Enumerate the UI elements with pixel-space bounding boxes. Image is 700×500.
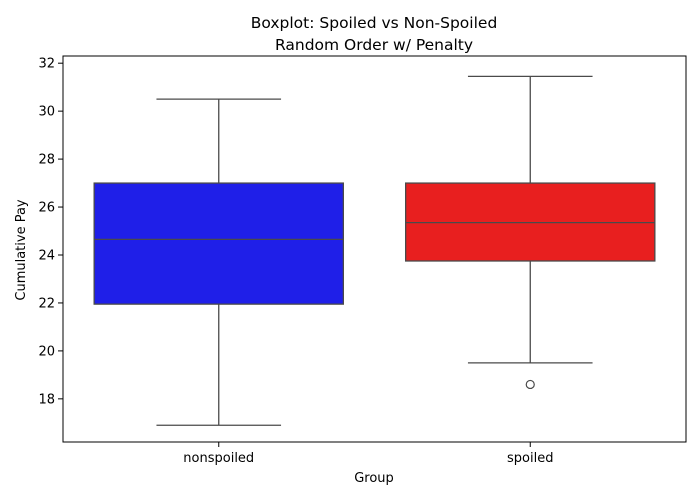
outlier-point-spoiled — [525, 379, 535, 390]
plot-frame — [62, 55, 687, 443]
y-tick-label: 26 — [38, 201, 55, 216]
chart-title: Boxplot: Spoiled vs Non-Spoiled — [251, 14, 498, 32]
box-nonspoiled — [93, 182, 344, 305]
y-tick-label: 30 — [38, 105, 55, 120]
y-tick-label: 32 — [38, 57, 55, 72]
x-tick-label-spoiled: spoiled — [507, 451, 553, 466]
chart-subtitle: Random Order w/ Penalty — [275, 36, 473, 54]
y-tick-label: 22 — [38, 296, 55, 311]
x-tick-label-nonspoiled: nonspoiled — [183, 451, 254, 466]
y-tick-label: 20 — [38, 344, 55, 359]
y-tick-label: 28 — [38, 153, 55, 168]
x-axis-label: Group — [354, 471, 394, 486]
y-tick-label: 24 — [38, 248, 55, 263]
y-axis-label: Cumulative Pay — [14, 199, 29, 301]
y-tick-label: 18 — [38, 392, 55, 407]
plot-area: 18 20 22 24 26 28 30 32 nonspoiled spoiled — [38, 55, 687, 466]
